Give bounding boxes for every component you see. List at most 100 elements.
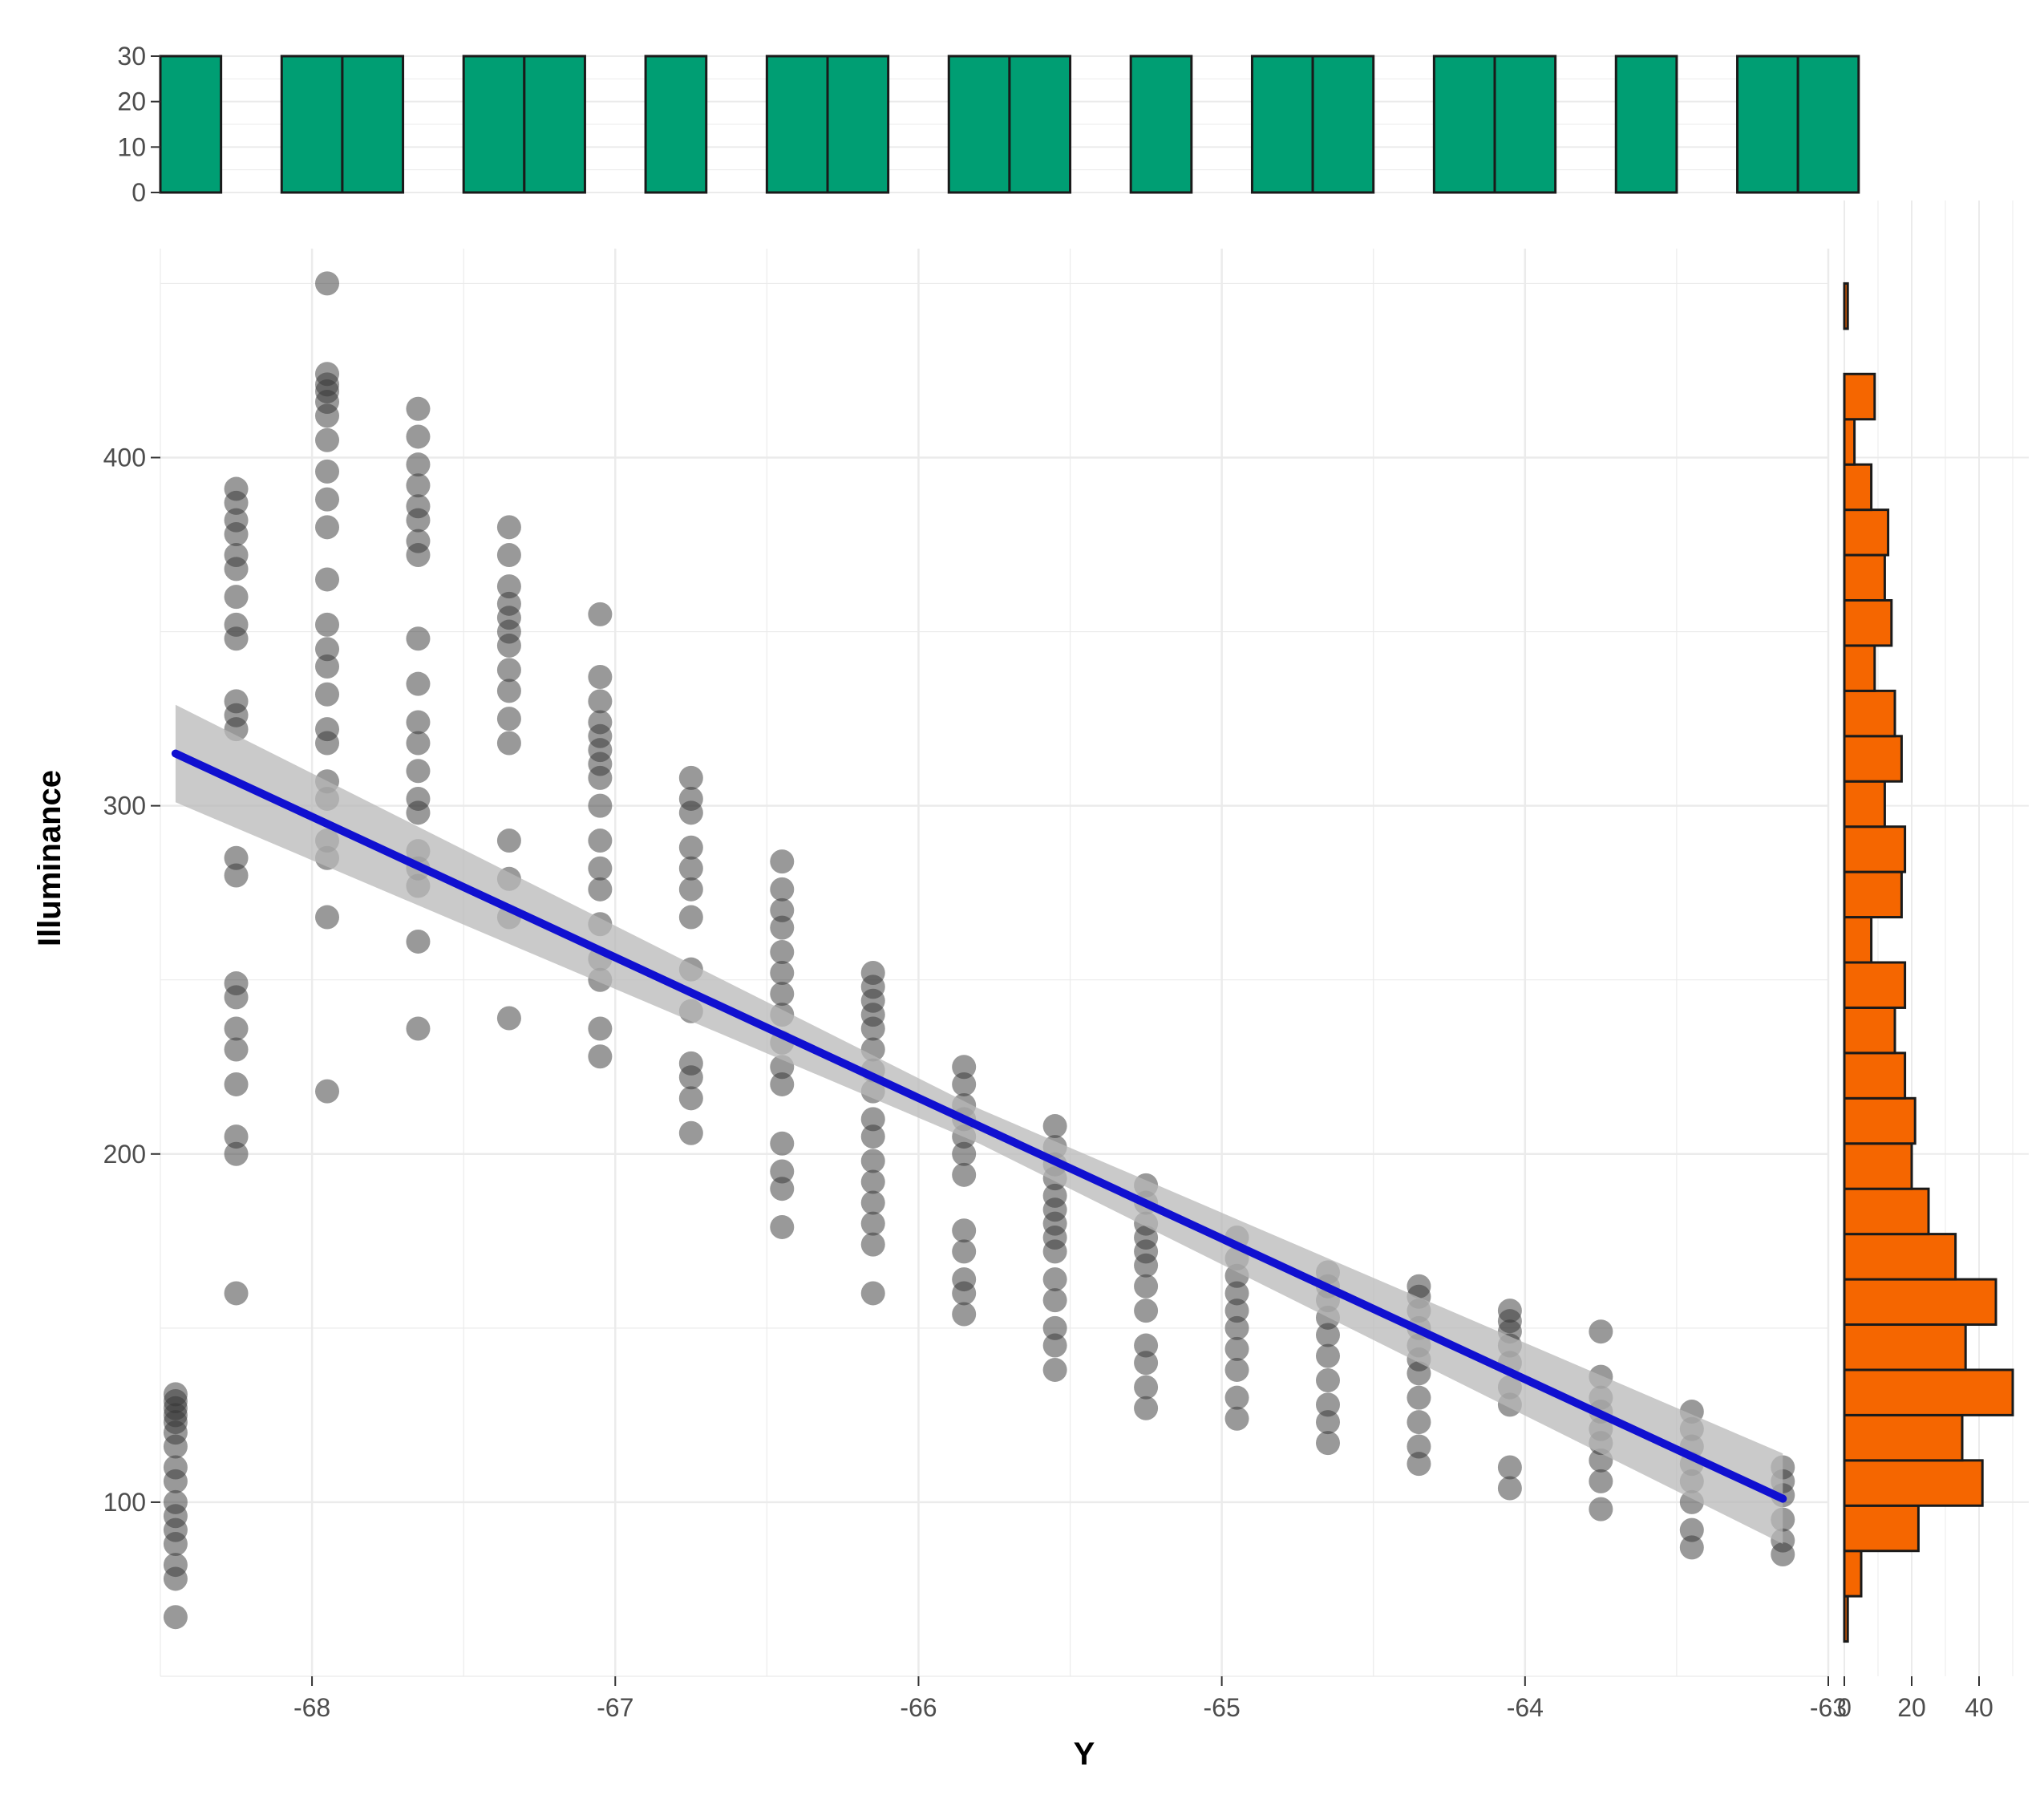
top-histogram-bar	[1432, 55, 1496, 194]
scatter-point	[770, 897, 795, 922]
scatter-point	[496, 574, 521, 599]
scatter-point	[224, 863, 249, 888]
right-histogram-bar	[1843, 463, 1873, 512]
scatter-point	[163, 1382, 188, 1407]
top-y-tick-label: 0	[132, 178, 146, 207]
right-histogram-bar	[1843, 282, 1849, 330]
x-tick-label: -66	[900, 1693, 937, 1722]
scatter-point	[1224, 1299, 1249, 1323]
scatter-point	[1316, 1323, 1340, 1347]
y-tick-label: 100	[103, 1488, 146, 1517]
right-histogram-bar	[1843, 598, 1893, 647]
scatter-point	[163, 1553, 188, 1578]
scatter-point	[1042, 1315, 1067, 1340]
scatter-point	[860, 1211, 885, 1236]
right-x-tick-label: 0	[1837, 1693, 1852, 1722]
scatter-point	[496, 1006, 521, 1031]
scatter-point	[224, 1281, 249, 1306]
scatter-point	[952, 1239, 977, 1264]
scatter-point	[952, 1302, 977, 1327]
top-histogram-bar	[280, 55, 344, 194]
top-histogram-bar	[826, 55, 890, 194]
right-histogram-bar	[1843, 418, 1856, 466]
scatter-point	[1134, 1333, 1159, 1358]
x-axis-ticks: -68 -67 -66 -65 -64 -63	[293, 1676, 1847, 1722]
right-histogram-bar	[1843, 372, 1876, 421]
scatter-point	[1134, 1299, 1159, 1323]
right-histogram-bar	[1843, 780, 1886, 829]
scatter-point	[315, 717, 339, 742]
top-histogram-bar	[341, 55, 405, 194]
scatter-point	[1589, 1497, 1613, 1521]
scatter-point	[406, 710, 431, 735]
scatter-point	[315, 487, 339, 512]
regression-line	[171, 749, 1787, 1503]
scatter-point	[952, 1162, 977, 1187]
scatter-point	[770, 1072, 795, 1096]
right-histogram-bar	[1843, 1594, 1849, 1643]
scatter-point	[315, 427, 339, 452]
right-histogram-bar	[1843, 1142, 1913, 1190]
scatter-point	[1042, 1357, 1067, 1382]
scatter-point	[1407, 1385, 1431, 1410]
scatter-point	[1497, 1476, 1522, 1501]
x-tick-label: -63	[1810, 1693, 1847, 1722]
scatter-point	[163, 1605, 188, 1630]
scatter-point	[1316, 1410, 1340, 1435]
scatter-point	[860, 1107, 885, 1132]
scatter-point	[496, 591, 521, 616]
scatter-point	[406, 452, 431, 477]
right-histogram-bar	[1843, 1550, 1863, 1598]
right-x-tick-label: 40	[1965, 1693, 1993, 1722]
scatter-point	[406, 473, 431, 498]
scatter-point	[315, 567, 339, 592]
right-histogram-bar	[1843, 870, 1903, 919]
scatter-point	[224, 476, 249, 501]
scatter-point	[1042, 1183, 1067, 1208]
scatter-point	[860, 1169, 885, 1194]
right-histogram-bar	[1843, 1323, 1967, 1372]
scatter-point	[770, 915, 795, 940]
scatter-point	[1407, 1410, 1431, 1435]
top-histogram-bar	[1493, 55, 1557, 194]
scatter-point	[678, 1086, 703, 1111]
top-histogram-y-ticks: 0 10 20 30	[117, 42, 160, 207]
scatter-point	[406, 529, 431, 553]
scatter-point	[406, 671, 431, 696]
right-x-tick-label: 20	[1897, 1693, 1926, 1722]
scatter-point	[224, 1016, 249, 1041]
scatter-point	[770, 982, 795, 1007]
scatter-point	[496, 543, 521, 568]
scatter-point	[224, 1124, 249, 1149]
scatter-point	[588, 710, 613, 735]
scatter-point	[1316, 1392, 1340, 1417]
right-histogram-bar	[1843, 1368, 2014, 1416]
top-histogram-bar	[1008, 55, 1072, 194]
scatter-point	[1134, 1351, 1159, 1376]
scatter-point	[1134, 1375, 1159, 1400]
scatter-point	[1224, 1406, 1249, 1431]
scatter-point	[952, 1072, 977, 1096]
y-tick-label: 200	[103, 1140, 146, 1169]
right-histogram-bar	[1843, 689, 1896, 738]
scatter-point	[952, 1055, 977, 1080]
right-histogram-bar	[1843, 735, 1903, 783]
x-tick-label: -64	[1507, 1693, 1544, 1722]
y-tick-label: 400	[103, 443, 146, 472]
scatter-point	[315, 1079, 339, 1104]
scatter-point	[224, 612, 249, 637]
scatter-point	[860, 1124, 885, 1149]
scatter-point	[224, 845, 249, 870]
scatter-point	[224, 585, 249, 610]
scatter-point	[1224, 1281, 1249, 1306]
scatter-point	[588, 829, 613, 853]
scatter-point	[770, 939, 795, 964]
scatter-point	[1407, 1452, 1431, 1477]
scatter-point	[770, 1214, 795, 1239]
scatter-point	[588, 602, 613, 626]
scatter-point	[678, 835, 703, 860]
scatter-point	[588, 689, 613, 714]
top-histogram-bar	[1311, 55, 1375, 194]
scatter-point	[770, 1131, 795, 1156]
